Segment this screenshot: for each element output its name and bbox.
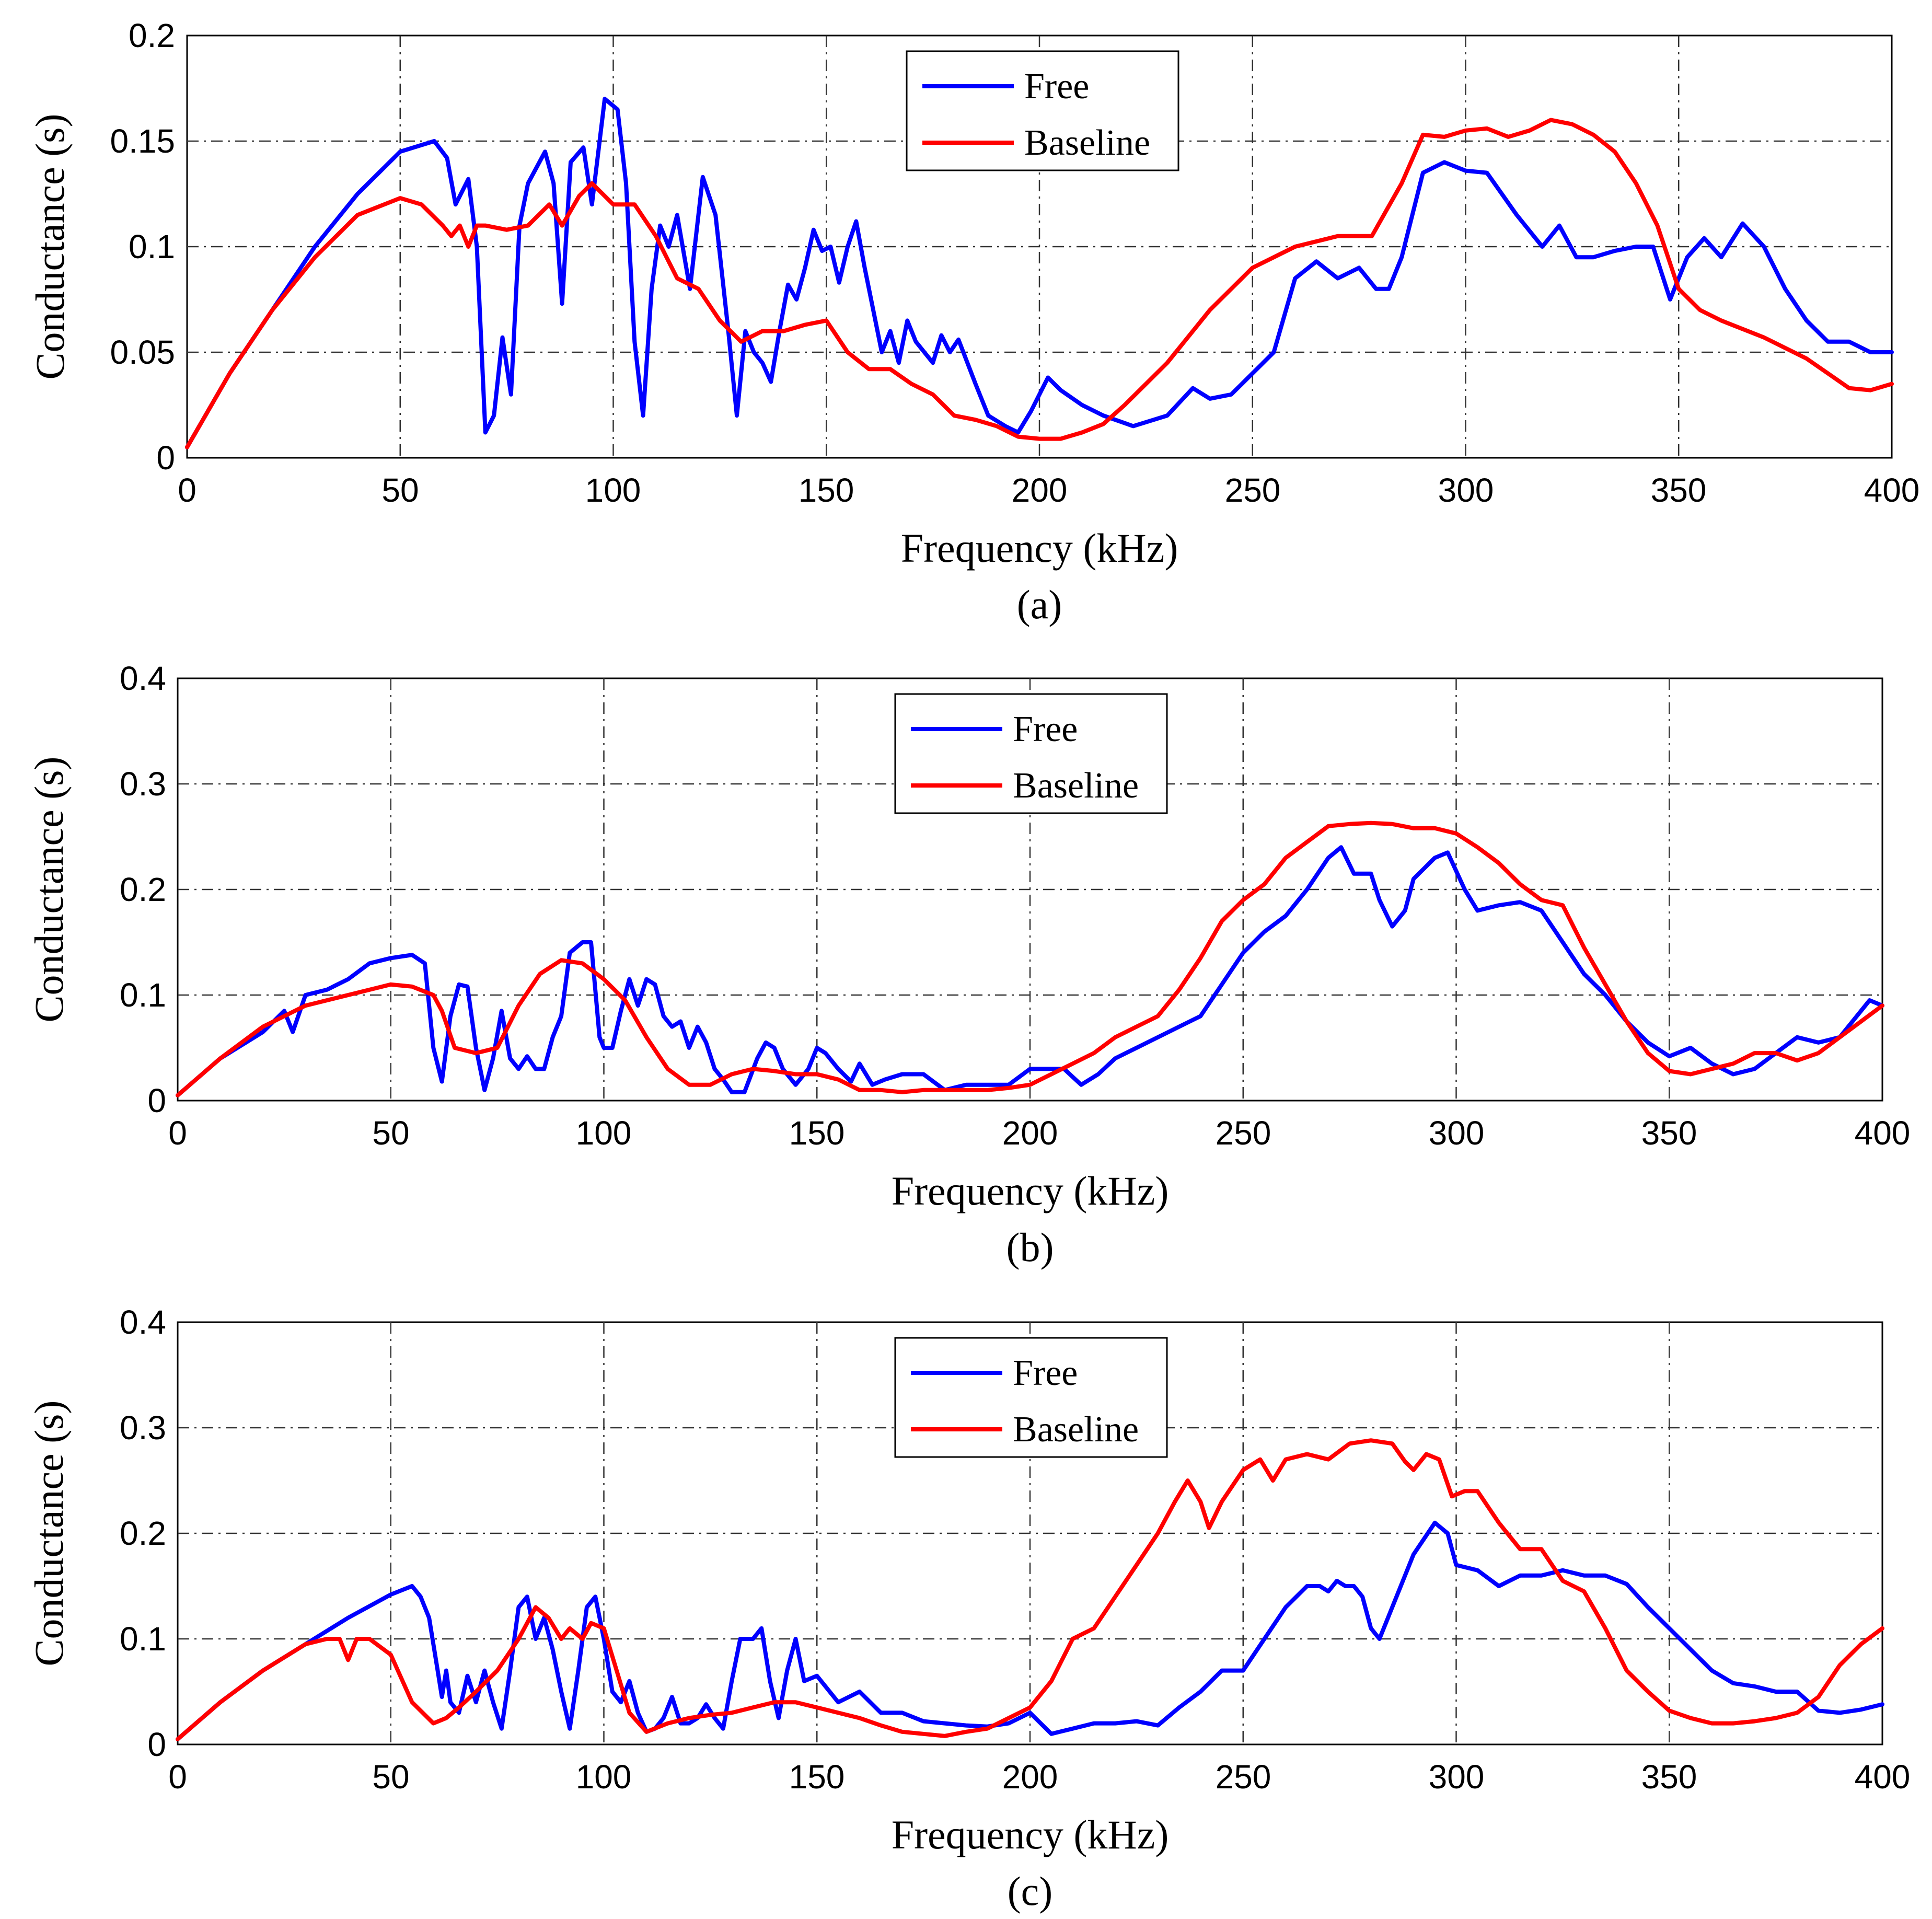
- x-tick-label: 400: [1855, 1114, 1911, 1152]
- y-tick-label: 0.1: [120, 976, 166, 1014]
- series-layer: [185, 97, 1894, 449]
- y-axis-label: Conductance (s): [26, 757, 72, 1023]
- y-tick-label: 0.4: [120, 660, 166, 697]
- series-line-baseline: [185, 118, 1894, 449]
- legend: Free Baseline: [894, 1337, 1168, 1458]
- x-tick-label: 200: [1012, 471, 1068, 509]
- y-tick-labels: 0 0.1 0.2 0.3 0.4: [120, 660, 166, 1119]
- x-tick-label: 200: [1002, 1758, 1058, 1796]
- x-tick-label: 150: [799, 471, 854, 509]
- legend-label-free: Free: [1013, 709, 1078, 749]
- y-tick-label: 0.4: [120, 1303, 166, 1341]
- x-axis-label: Frequency (kHz): [892, 1168, 1169, 1213]
- y-tick-labels: 0 0.05 0.1 0.15 0.2: [110, 17, 175, 477]
- x-tick-label: 300: [1429, 1114, 1485, 1152]
- y-tick-label: 0.3: [120, 1409, 166, 1447]
- y-tick-label: 0: [147, 1726, 166, 1763]
- x-tick-label: 350: [1641, 1758, 1697, 1796]
- x-tick-label: 50: [381, 471, 419, 509]
- series-layer: [176, 820, 1884, 1097]
- x-axis-label: Frequency (kHz): [892, 1812, 1169, 1857]
- x-tick-label: 400: [1864, 471, 1920, 509]
- y-tick-label: 0.3: [120, 765, 166, 803]
- panel-label: (a): [1017, 582, 1062, 627]
- series-line-free: [176, 845, 1884, 1097]
- panel-a: 0 50 100 150 200 250 300 350 400 0 0.05 …: [27, 17, 1919, 627]
- x-tick-label: 250: [1216, 1114, 1271, 1152]
- x-tick-label: 300: [1429, 1758, 1485, 1796]
- y-tick-label: 0.2: [120, 871, 166, 908]
- x-tick-label: 400: [1855, 1758, 1911, 1796]
- series-line-free: [185, 97, 1894, 449]
- y-axis-label: Conductance (s): [26, 1401, 72, 1667]
- legend: Free Baseline: [894, 693, 1168, 814]
- legend-label-baseline: Baseline: [1013, 1409, 1139, 1450]
- x-tick-label: 150: [789, 1114, 845, 1152]
- x-tick-label: 50: [372, 1758, 409, 1796]
- x-tick-label: 0: [168, 1114, 187, 1152]
- x-tick-label: 350: [1641, 1114, 1697, 1152]
- legend-box: [894, 1337, 1168, 1458]
- y-tick-label: 0: [147, 1082, 166, 1119]
- x-tick-label: 350: [1651, 471, 1707, 509]
- x-tick-label: 200: [1002, 1114, 1058, 1152]
- y-axis-label: Conductance (s): [27, 114, 73, 380]
- y-tick-label: 0.2: [120, 1515, 166, 1552]
- y-tick-label: 0.1: [129, 228, 175, 265]
- x-tick-label: 100: [576, 1758, 632, 1796]
- series-layer: [176, 1438, 1884, 1741]
- x-tick-labels: 0 50 100 150 200 250 300 350 400: [168, 1114, 1910, 1152]
- x-tick-label: 0: [178, 471, 196, 509]
- x-tick-label: 150: [789, 1758, 845, 1796]
- x-tick-label: 0: [168, 1758, 187, 1796]
- y-tick-label: 0.2: [129, 17, 175, 54]
- y-tick-label: 0.1: [120, 1620, 166, 1658]
- x-tick-labels: 0 50 100 150 200 250 300 350 400: [178, 471, 1919, 509]
- x-tick-label: 100: [585, 471, 641, 509]
- panel-label: (c): [1008, 1868, 1053, 1914]
- x-tick-label: 250: [1216, 1758, 1271, 1796]
- legend-label-baseline: Baseline: [1024, 123, 1150, 163]
- legend-label-free: Free: [1013, 1353, 1078, 1393]
- legend-label-free: Free: [1024, 66, 1089, 107]
- legend-label-baseline: Baseline: [1013, 766, 1139, 806]
- legend-box: [894, 693, 1168, 814]
- y-tick-label: 0.15: [110, 122, 175, 160]
- panel-b: 0 50 100 150 200 250 300 350 400 0 0.1 0…: [26, 660, 1910, 1270]
- y-tick-labels: 0 0.1 0.2 0.3 0.4: [120, 1303, 166, 1763]
- series-line-baseline: [176, 820, 1884, 1097]
- x-tick-label: 250: [1225, 471, 1281, 509]
- x-tick-label: 50: [372, 1114, 409, 1152]
- panel-label: (b): [1007, 1224, 1054, 1270]
- x-tick-label: 100: [576, 1114, 632, 1152]
- panel-c: 0 50 100 150 200 250 300 350 400 0 0.1 0…: [26, 1303, 1910, 1914]
- x-tick-label: 300: [1438, 471, 1494, 509]
- series-line-baseline: [176, 1438, 1884, 1741]
- series-line-free: [176, 1520, 1884, 1741]
- legend: Free Baseline: [906, 50, 1179, 171]
- x-axis-label: Frequency (kHz): [901, 525, 1178, 571]
- y-tick-label: 0: [156, 439, 175, 477]
- y-tick-label: 0.05: [110, 333, 175, 371]
- x-tick-labels: 0 50 100 150 200 250 300 350 400: [168, 1758, 1910, 1796]
- legend-box: [906, 50, 1179, 171]
